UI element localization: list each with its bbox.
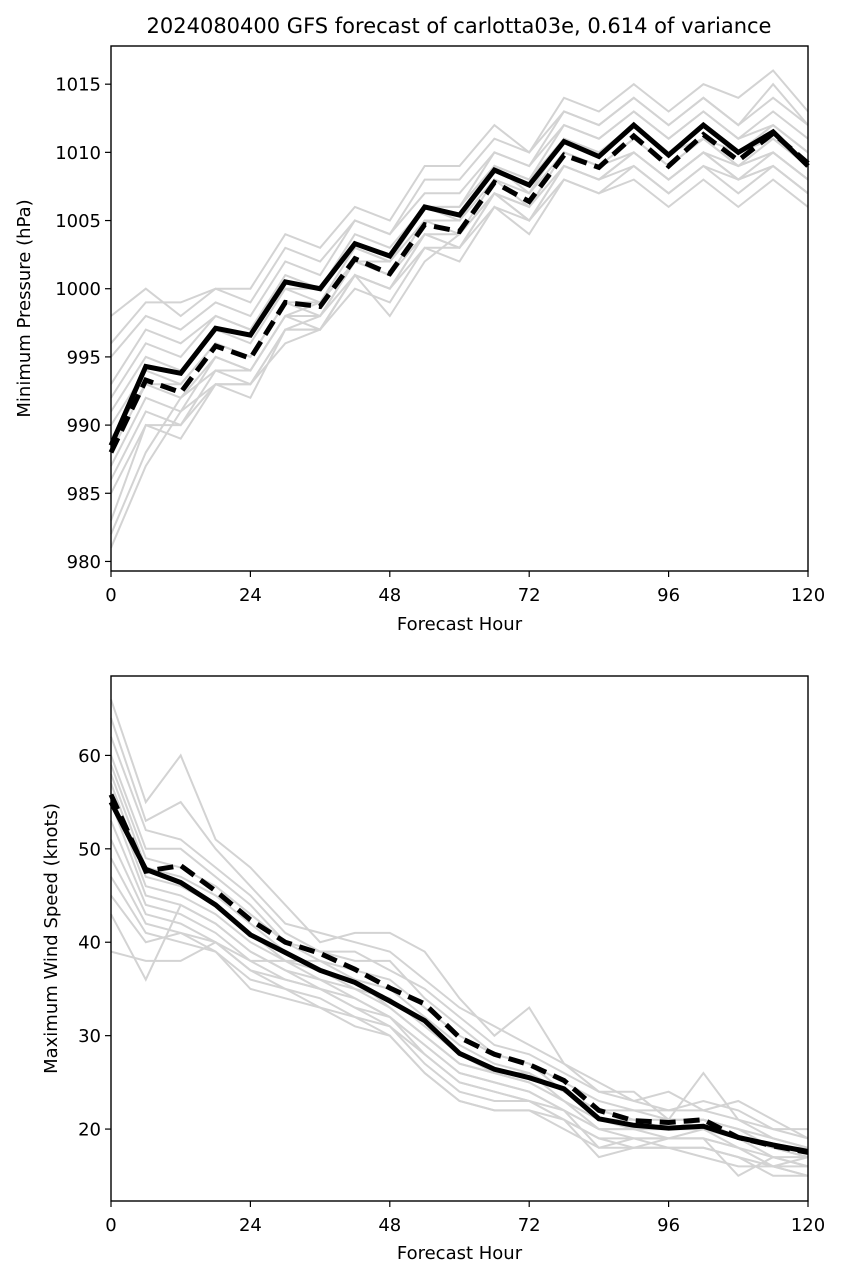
wind-x-ticks: 0 24 48 72 96 120 — [105, 1201, 825, 1236]
wind-series-ensemble-15 — [110, 894, 809, 1178]
pressure-panel: 2024080400 GFS forecast of carlotta03e, … — [14, 14, 825, 635]
wind-series-ensemble-5 — [110, 755, 809, 1140]
pressure-x-tick-label: 48 — [378, 585, 401, 606]
wind-series-group — [108, 699, 809, 1178]
wind-x-axis-label: Forecast Hour — [397, 1243, 523, 1264]
pressure-series-ensemble-13 — [110, 151, 809, 494]
wind-series-ensemble-4 — [110, 736, 809, 1140]
wind-y-tick-label: 30 — [78, 1026, 101, 1047]
pressure-series-ensemble-2 — [110, 69, 809, 318]
pressure-series-ensemble-16 — [110, 96, 809, 549]
pressure-x-tick-label: 96 — [657, 585, 680, 606]
wind-series-ensemble-2 — [110, 699, 809, 1149]
wind-series-ensemble-14 — [110, 876, 809, 1177]
wind-x-tick-label: 96 — [657, 1215, 680, 1236]
wind-y-axis-label: Maximum Wind Speed (knots) — [41, 803, 62, 1074]
pressure-y-tick-label: 995 — [67, 347, 101, 368]
pressure-x-axis-label: Forecast Hour — [397, 614, 523, 635]
pressure-series-dashed-thick-1 — [108, 130, 810, 454]
pressure-y-axis-label: Minimum Pressure (hPa) — [14, 199, 35, 417]
chart-title: 2024080400 GFS forecast of carlotta03e, … — [147, 14, 772, 38]
wind-x-tick-label: 0 — [105, 1215, 116, 1236]
pressure-x-ticks: 0 24 48 72 96 120 — [105, 571, 825, 606]
pressure-y-tick-label: 980 — [67, 552, 101, 573]
pressure-y-tick-label: 1000 — [55, 279, 101, 300]
pressure-x-tick-label: 24 — [239, 585, 262, 606]
pressure-x-tick-label: 0 — [105, 585, 116, 606]
wind-y-tick-label: 40 — [78, 933, 101, 954]
pressure-series-solid-thick-0 — [108, 121, 810, 447]
pressure-y-ticks: 980 985 990 995 1000 1005 1010 1015 — [55, 75, 111, 573]
wind-x-tick-label: 24 — [239, 1215, 262, 1236]
pressure-y-tick-label: 1005 — [55, 211, 101, 232]
pressure-series-ensemble-15 — [110, 110, 809, 535]
pressure-series-group — [108, 69, 810, 549]
wind-series-solid-thick-0 — [108, 800, 809, 1154]
wind-series-dashed-thick-1 — [108, 793, 809, 1155]
wind-plot-frame — [110, 675, 809, 1202]
pressure-x-tick-label: 72 — [518, 585, 541, 606]
pressure-y-tick-label: 985 — [67, 484, 101, 505]
pressure-y-tick-label: 1010 — [55, 143, 101, 164]
pressure-x-tick-label: 120 — [791, 585, 825, 606]
pressure-plot-frame — [110, 45, 809, 572]
wind-x-tick-label: 120 — [791, 1215, 825, 1236]
pressure-y-tick-label: 990 — [67, 416, 101, 437]
wind-panel: 0 24 48 72 96 120 20 30 40 50 60 Forecast Hour Ma… — [41, 675, 825, 1264]
wind-y-tick-label: 50 — [78, 839, 101, 860]
wind-x-tick-label: 48 — [378, 1215, 401, 1236]
wind-series-ensemble-16 — [110, 903, 809, 1168]
wind-x-tick-label: 72 — [518, 1215, 541, 1236]
wind-y-ticks: 20 30 40 50 60 — [78, 746, 111, 1141]
wind-y-tick-label: 60 — [78, 746, 101, 767]
pressure-series-ensemble-12 — [110, 178, 809, 481]
pressure-y-tick-label: 1015 — [55, 75, 101, 96]
wind-y-tick-label: 20 — [78, 1120, 101, 1141]
